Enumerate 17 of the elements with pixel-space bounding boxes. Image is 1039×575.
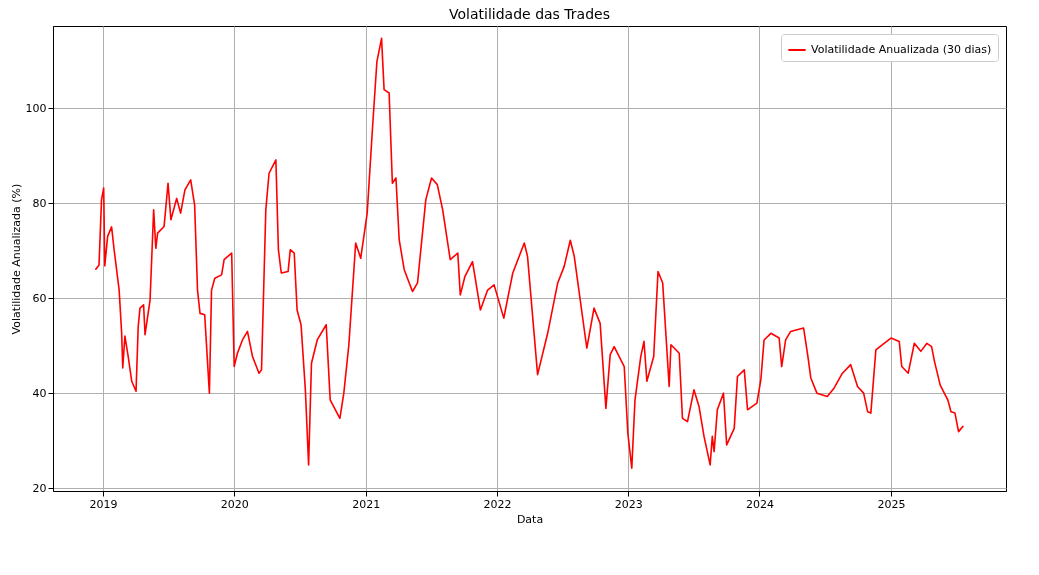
line-series xyxy=(94,37,964,469)
y-tick-label: 40 xyxy=(32,386,47,400)
chart-title: Volatilidade das Trades xyxy=(449,6,610,22)
x-tick-label: 2024 xyxy=(745,497,774,511)
y-tick-label: 20 xyxy=(32,481,47,495)
x-tick-label: 2020 xyxy=(220,497,249,511)
x-axis-title: Data xyxy=(516,512,544,526)
y-tick-label: 80 xyxy=(32,196,47,210)
legend-label: Volatilidade Anualizada (30 dias) xyxy=(811,43,992,56)
y-tick-label: 100 xyxy=(25,101,47,115)
x-tick-label: 2019 xyxy=(89,497,118,511)
y-tick-label: 60 xyxy=(32,291,47,305)
x-tick-label: 2021 xyxy=(352,497,381,511)
x-tick-label: 2022 xyxy=(483,497,512,511)
x-tick-label: 2025 xyxy=(877,497,906,511)
x-tick-label: 2023 xyxy=(614,497,643,511)
y-axis-title: Volatilidade Anualizada (%) xyxy=(9,183,23,335)
